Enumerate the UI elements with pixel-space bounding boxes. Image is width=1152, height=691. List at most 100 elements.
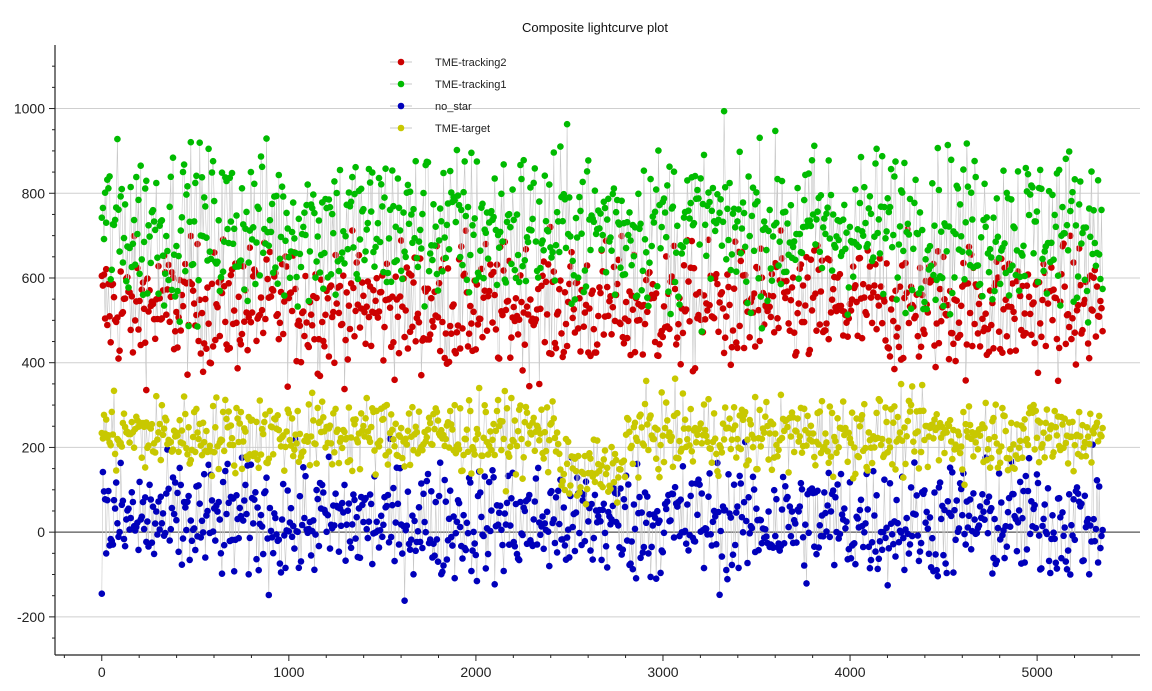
data-point: [785, 469, 792, 476]
data-point: [498, 446, 505, 454]
data-point: [536, 198, 543, 205]
data-point: [731, 541, 739, 549]
data-point: [452, 218, 460, 226]
data-point: [315, 217, 323, 224]
data-point: [881, 298, 888, 305]
data-point: [391, 557, 398, 565]
data-point: [508, 495, 515, 502]
data-point: [491, 451, 499, 459]
data-point: [851, 444, 858, 451]
data-point: [923, 508, 930, 516]
data-point: [531, 447, 539, 455]
data-point: [629, 460, 637, 468]
data-point: [1041, 454, 1048, 461]
data-point: [307, 311, 315, 319]
data-point: [507, 443, 514, 451]
data-point: [531, 498, 539, 505]
data-point: [805, 529, 812, 537]
data-point: [930, 435, 937, 442]
data-point: [793, 539, 800, 546]
data-point: [901, 294, 908, 302]
data-point: [136, 478, 143, 486]
data-point: [272, 264, 279, 271]
data-point: [451, 401, 459, 409]
data-point: [591, 491, 599, 499]
data-point: [770, 486, 778, 494]
data-point: [880, 290, 887, 298]
data-point: [196, 139, 203, 146]
data-point: [473, 158, 481, 165]
data-point: [933, 566, 940, 574]
data-point: [291, 545, 298, 552]
data-point: [971, 516, 978, 523]
data-point: [151, 335, 159, 343]
data-point: [1078, 500, 1085, 508]
data-point: [897, 380, 905, 388]
data-point: [642, 249, 650, 256]
data-point: [866, 564, 874, 572]
data-point: [946, 416, 954, 424]
data-point: [902, 309, 909, 317]
data-point: [171, 293, 179, 300]
data-point: [667, 517, 674, 524]
data-point: [307, 552, 315, 559]
data-point: [933, 411, 940, 418]
data-point: [462, 435, 470, 443]
data-point: [341, 385, 348, 393]
data-point: [174, 489, 181, 497]
data-point: [491, 175, 499, 182]
data-point: [588, 500, 595, 508]
data-point: [238, 465, 246, 473]
data-point: [1043, 530, 1051, 538]
data-point: [1084, 433, 1092, 441]
data-point: [823, 439, 830, 446]
data-point: [199, 368, 207, 376]
data-point: [532, 316, 540, 323]
data-point: [197, 350, 205, 357]
data-point: [785, 523, 792, 531]
data-point: [1057, 302, 1064, 309]
data-point: [229, 441, 237, 449]
data-point: [870, 289, 877, 296]
data-point: [483, 327, 491, 335]
data-point: [488, 507, 495, 514]
data-point: [633, 437, 641, 445]
data-point: [215, 465, 222, 473]
data-point: [620, 457, 628, 465]
data-point: [647, 412, 654, 419]
data-point: [815, 544, 822, 551]
data-point: [590, 218, 598, 226]
data-point: [865, 284, 873, 291]
data-point: [994, 524, 1002, 532]
data-point: [587, 455, 594, 462]
data-point: [482, 229, 490, 237]
data-point: [374, 219, 382, 227]
data-point: [468, 567, 475, 575]
data-point: [1039, 296, 1046, 304]
data-point: [173, 516, 180, 524]
data-point: [567, 482, 574, 489]
data-point: [349, 227, 356, 234]
data-point: [488, 446, 495, 454]
data-point: [717, 527, 724, 535]
data-point: [446, 167, 454, 175]
data-point: [1054, 272, 1062, 280]
data-point: [536, 437, 543, 444]
data-point: [439, 268, 446, 275]
data-point: [442, 498, 450, 506]
data-point: [163, 311, 170, 319]
data-point: [912, 176, 919, 184]
legend-label: TME-tracking2: [435, 57, 507, 69]
data-point: [1005, 292, 1013, 299]
data-point: [884, 582, 891, 589]
data-point: [823, 528, 830, 535]
data-point: [760, 429, 768, 437]
data-point: [412, 423, 420, 431]
data-point: [721, 404, 729, 411]
data-point: [156, 420, 163, 428]
data-point: [1023, 435, 1031, 443]
data-point: [428, 488, 435, 495]
data-point: [881, 476, 888, 484]
data-point: [646, 259, 653, 267]
data-point: [608, 247, 615, 254]
